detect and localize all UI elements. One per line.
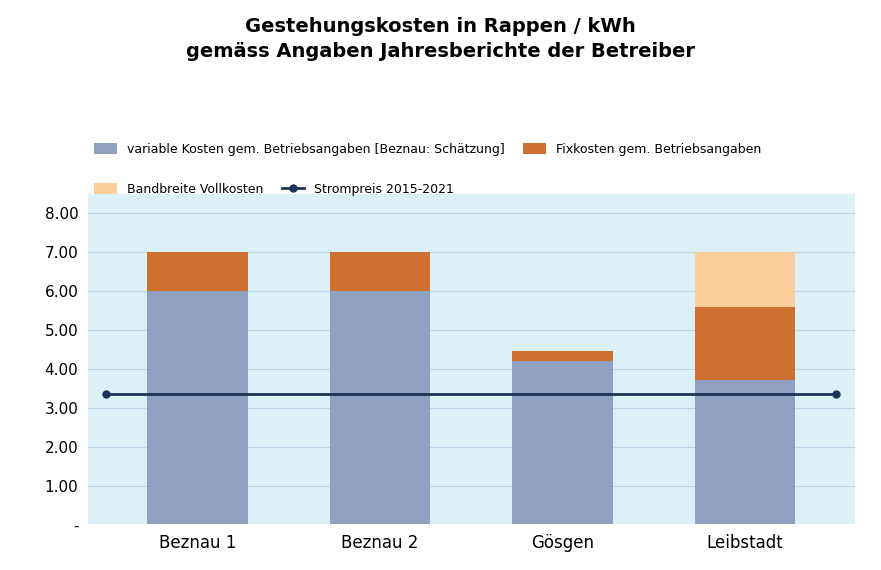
Legend: Bandbreite Vollkosten, Strompreis 2015-2021: Bandbreite Vollkosten, Strompreis 2015-2… — [94, 183, 455, 196]
Bar — [695, 381, 796, 524]
Bar — [329, 252, 430, 291]
Legend: variable Kosten gem. Betriebsangaben [Beznau: Schätzung], Fixkosten gem. Betrieb: variable Kosten gem. Betriebsangaben [Be… — [94, 143, 761, 156]
Bar — [147, 291, 248, 524]
Bar — [695, 307, 796, 381]
Bar — [329, 291, 430, 524]
Bar — [513, 351, 613, 361]
Bar — [513, 361, 613, 524]
Text: Gestehungskosten in Rappen / kWh
gemäss Angaben Jahresberichte der Betreiber: Gestehungskosten in Rappen / kWh gemäss … — [186, 17, 695, 61]
Bar — [147, 252, 248, 291]
Bar — [695, 252, 796, 307]
